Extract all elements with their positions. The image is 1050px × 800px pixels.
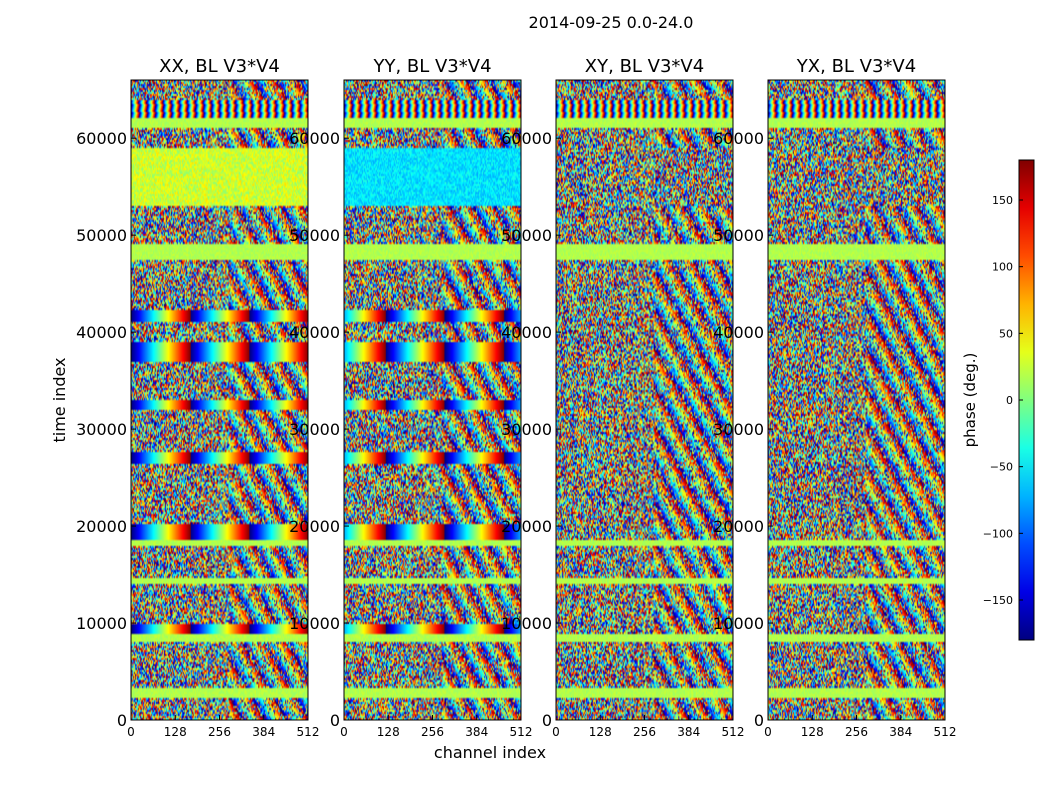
panel-title: YY, BL V3*V4 bbox=[372, 56, 491, 77]
y-tick-label: 0 bbox=[117, 711, 127, 730]
y-tick-label: 30000 bbox=[713, 420, 764, 439]
x-tick-label: 0 bbox=[764, 725, 772, 739]
colorbar-tick-label: −150 bbox=[983, 594, 1013, 607]
y-tick-label: 10000 bbox=[501, 614, 552, 633]
x-tick-label: 512 bbox=[934, 725, 957, 739]
y-tick-label: 20000 bbox=[713, 517, 764, 536]
x-axis-label: channel index bbox=[434, 743, 546, 762]
x-tick-label: 128 bbox=[164, 725, 187, 739]
x-tick-label: 128 bbox=[801, 725, 824, 739]
x-tick-label: 384 bbox=[677, 725, 700, 739]
y-tick-label: 0 bbox=[754, 711, 764, 730]
panel-1: YY, BL V3*V4 0 128 256 384 512 0 10000 20000 3000… bbox=[289, 56, 532, 739]
y-tick-label: 10000 bbox=[289, 614, 340, 633]
phase-heatmap-image bbox=[768, 80, 945, 720]
y-tick-label: 60000 bbox=[289, 129, 340, 148]
panel-title: YX, BL V3*V4 bbox=[796, 56, 916, 77]
y-tick-label: 30000 bbox=[289, 420, 340, 439]
x-tick-label: 256 bbox=[633, 725, 656, 739]
panel-title: XY, BL V3*V4 bbox=[585, 56, 704, 77]
y-tick-label: 10000 bbox=[713, 614, 764, 633]
panels: XX, BL V3*V4 0 128 256 384 512 0 10000 20000 3000… bbox=[76, 56, 956, 739]
phase-heatmap-image bbox=[131, 80, 308, 720]
phase-heatmap-image bbox=[556, 80, 733, 720]
x-tick-label: 384 bbox=[889, 725, 912, 739]
x-tick-label: 256 bbox=[421, 725, 444, 739]
colorbar-tick-label: 150 bbox=[992, 194, 1013, 207]
x-tick-label: 384 bbox=[252, 725, 275, 739]
y-tick-label: 40000 bbox=[76, 323, 127, 342]
colorbar-label: phase (deg.) bbox=[961, 353, 979, 448]
y-tick-label: 40000 bbox=[713, 323, 764, 342]
y-tick-label: 0 bbox=[542, 711, 552, 730]
y-tick-label: 20000 bbox=[501, 517, 552, 536]
y-tick-label: 20000 bbox=[289, 517, 340, 536]
x-tick-label: 128 bbox=[377, 725, 400, 739]
y-axis-label: time index bbox=[50, 357, 69, 442]
y-tick-label: 40000 bbox=[501, 323, 552, 342]
x-tick-label: 384 bbox=[465, 725, 488, 739]
panel-3: YX, BL V3*V4 0 128 256 384 512 0 10000 20000 3000… bbox=[713, 56, 956, 739]
colorbar-tick-label: 50 bbox=[999, 327, 1013, 340]
colorbar-tick-label: −100 bbox=[983, 527, 1013, 540]
y-tick-label: 50000 bbox=[289, 226, 340, 245]
y-tick-label: 0 bbox=[330, 711, 340, 730]
y-tick-label: 20000 bbox=[76, 517, 127, 536]
y-tick-label: 10000 bbox=[76, 614, 127, 633]
panel-2: XY, BL V3*V4 0 128 256 384 512 0 10000 20000 3000… bbox=[501, 56, 744, 739]
x-tick-label: 512 bbox=[722, 725, 745, 739]
x-tick-label: 0 bbox=[552, 725, 560, 739]
x-tick-label: 128 bbox=[589, 725, 612, 739]
x-tick-label: 512 bbox=[297, 725, 320, 739]
y-tick-label: 50000 bbox=[713, 226, 764, 245]
y-tick-label: 50000 bbox=[501, 226, 552, 245]
x-tick-label: 512 bbox=[510, 725, 533, 739]
y-tick-label: 30000 bbox=[76, 420, 127, 439]
figure-title: 2014-09-25 0.0-24.0 bbox=[529, 13, 694, 32]
x-tick-label: 256 bbox=[208, 725, 231, 739]
y-tick-label: 60000 bbox=[76, 129, 127, 148]
y-tick-label: 30000 bbox=[501, 420, 552, 439]
phase-heatmap-image bbox=[344, 80, 521, 720]
x-tick-label: 0 bbox=[340, 725, 348, 739]
colorbar: 150 100 50 0 −50 −100 −150 bbox=[983, 159, 1035, 641]
panel-title: XX, BL V3*V4 bbox=[159, 56, 280, 77]
y-tick-label: 60000 bbox=[713, 129, 764, 148]
colorbar-tick-label: 100 bbox=[992, 261, 1013, 274]
x-tick-label: 0 bbox=[127, 725, 135, 739]
x-tick-label: 256 bbox=[845, 725, 868, 739]
y-tick-label: 40000 bbox=[289, 323, 340, 342]
colorbar-tick-label: 0 bbox=[1006, 394, 1013, 407]
colorbar-tick-label: −50 bbox=[990, 461, 1013, 474]
y-tick-label: 50000 bbox=[76, 226, 127, 245]
y-tick-label: 60000 bbox=[501, 129, 552, 148]
panel-0: XX, BL V3*V4 0 128 256 384 512 0 10000 20000 3000… bbox=[76, 56, 319, 739]
